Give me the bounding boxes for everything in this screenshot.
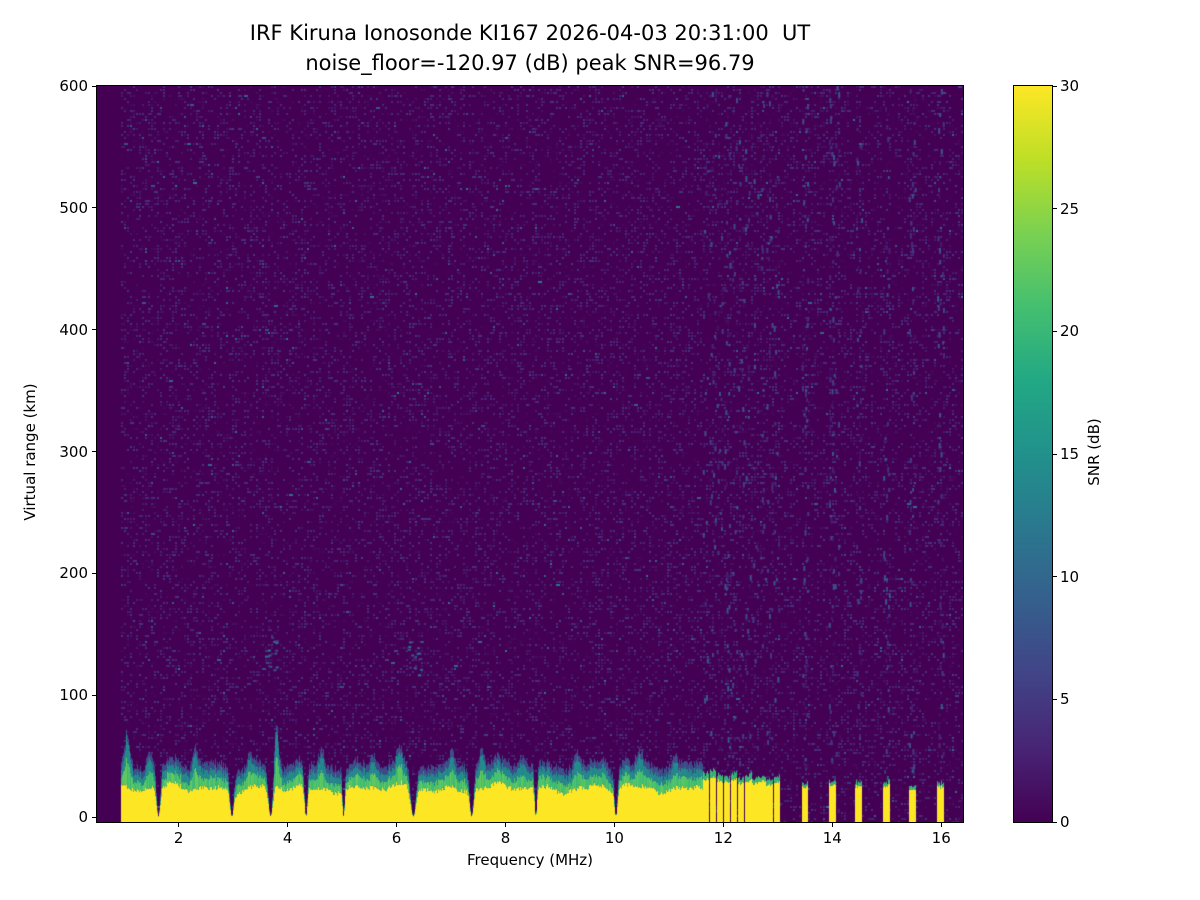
colorbar-tick-mark [1053, 453, 1057, 455]
x-tick-label: 6 [391, 829, 402, 847]
y-tick-mark [92, 85, 96, 87]
x-tick-label: 10 [604, 829, 624, 847]
y-tick-label: 0 [78, 808, 88, 827]
x-tick-mark [940, 823, 942, 827]
y-tick-mark [92, 816, 96, 818]
figure-title-line2: noise_floor=-120.97 (dB) peak SNR=96.79 [305, 51, 755, 75]
x-tick-label: 14 [822, 829, 842, 847]
colorbar-tick-label: 25 [1060, 199, 1080, 218]
colorbar-gradient [1014, 86, 1052, 822]
x-tick-mark [504, 823, 506, 827]
y-tick-mark [92, 572, 96, 574]
colorbar-tick-mark [1053, 208, 1057, 210]
x-tick-mark [178, 823, 180, 827]
colorbar-tick-label: 15 [1060, 445, 1080, 463]
colorbar-tick-label: 5 [1060, 690, 1070, 709]
x-tick-mark [722, 823, 724, 827]
x-tick-label: 2 [173, 829, 184, 847]
x-tick-mark [287, 823, 289, 827]
x-tick-label: 12 [713, 829, 733, 847]
colorbar-tick-label: 30 [1060, 77, 1080, 95]
colorbar-tick-mark [1053, 576, 1057, 578]
x-tick-label: 4 [282, 829, 293, 847]
y-tick-label: 200 [59, 564, 88, 583]
colorbar-tick-mark [1053, 330, 1057, 332]
y-tick-mark [92, 451, 96, 453]
ionogram-canvas [97, 86, 963, 822]
colorbar-tick-label: 20 [1060, 322, 1080, 341]
colorbar-tick-mark [1053, 698, 1057, 700]
x-tick-mark [396, 823, 398, 827]
y-tick-mark [92, 694, 96, 696]
colorbar-tick-mark [1053, 85, 1057, 87]
x-tick-label: 8 [500, 829, 511, 847]
y-tick-label: 100 [59, 686, 88, 705]
x-axis-label: Frequency (MHz) [466, 851, 594, 869]
y-tick-label: 500 [59, 198, 88, 217]
y-tick-label: 400 [59, 320, 88, 339]
x-tick-mark [831, 823, 833, 827]
x-tick-label: 16 [931, 829, 951, 847]
plot-area [96, 85, 964, 823]
figure-title-line1: IRF Kiruna Ionosonde KI167 2026-04-03 20… [249, 21, 811, 45]
y-tick-mark [92, 329, 96, 331]
y-tick-mark [92, 207, 96, 209]
y-tick-label: 600 [59, 77, 88, 95]
colorbar [1013, 85, 1053, 823]
x-tick-mark [613, 823, 615, 827]
y-tick-label: 300 [59, 442, 88, 461]
colorbar-tick-label: 0 [1060, 813, 1070, 831]
colorbar-tick-mark [1053, 821, 1057, 823]
colorbar-tick-label: 10 [1060, 567, 1080, 586]
